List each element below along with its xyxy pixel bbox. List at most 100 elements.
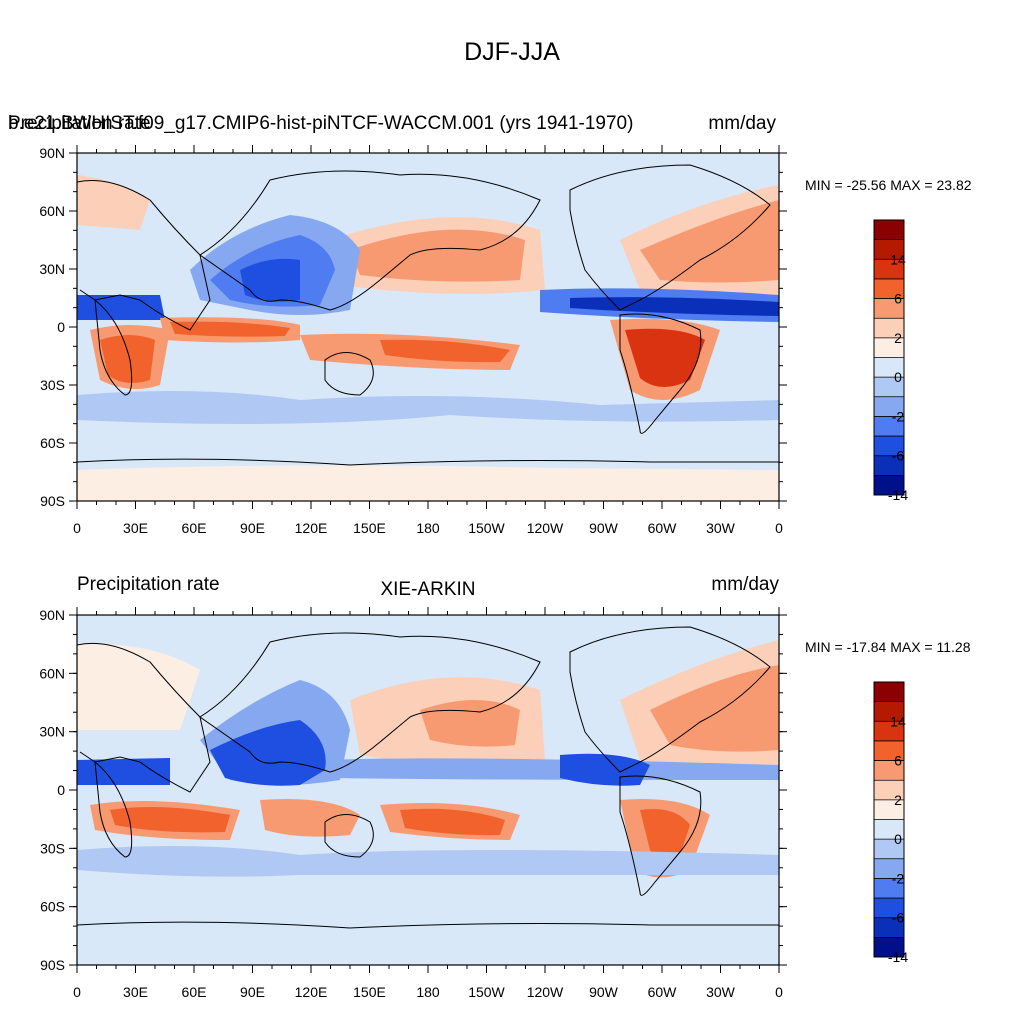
x-tick-label: 180 <box>416 984 440 1000</box>
x-tick-label: 150W <box>468 984 505 1000</box>
x-tick-label: 180 <box>416 520 440 536</box>
y-tick-labels: 90N 60N 30N 0 30S 60S 90S <box>39 607 65 973</box>
y-tick-label: 90N <box>39 607 65 623</box>
colorbar-swatch <box>874 455 904 476</box>
y-tick-label: 60N <box>39 203 65 219</box>
colorbar-tick-label: -6 <box>892 448 905 464</box>
x-tick-label: 90E <box>240 984 265 1000</box>
colorbar-tick-label: 2 <box>894 792 902 808</box>
y-tick-label: 60S <box>40 899 65 915</box>
axis-ticks <box>69 607 787 973</box>
colorbar-swatch <box>874 318 904 339</box>
colorbar-swatch <box>874 396 904 417</box>
colorbar-swatch <box>874 416 904 437</box>
x-tick-label: 90W <box>589 984 619 1000</box>
panel-center-title: XIE-ARKIN <box>380 579 476 600</box>
panel-left-title: Precipitation rate <box>77 574 220 595</box>
x-tick-label: 120E <box>295 984 328 1000</box>
x-tick-label: 60W <box>648 984 678 1000</box>
y-tick-label: 90S <box>40 493 65 509</box>
colorbar-swatch <box>874 259 904 280</box>
colorbar-swatch <box>874 239 904 260</box>
x-tick-label: 60W <box>648 520 678 536</box>
x-tick-label: 60E <box>182 984 207 1000</box>
x-tick-label: 60E <box>182 520 207 536</box>
x-tick-label: 150W <box>468 520 505 536</box>
x-tick-label: 120W <box>527 520 564 536</box>
colorbar: 14 6 2 0 -2 -6 -14 <box>873 681 908 965</box>
colorbar-swatch <box>874 799 904 820</box>
y-tick-label: 90N <box>39 145 65 161</box>
x-tick-label: 90E <box>240 520 265 536</box>
colorbar-swatch <box>874 839 904 860</box>
colorbar-swatch <box>874 298 904 319</box>
x-tick-label: 30E <box>123 984 148 1000</box>
colorbar-swatch <box>874 721 904 742</box>
x-tick-labels: 0 30E 60E 90E 120E 150E 180 150W 120W 90W 60W 30W 0 <box>73 520 783 536</box>
x-tick-label: 120W <box>527 984 564 1000</box>
y-tick-label: 0 <box>57 782 65 798</box>
colorbar-tick-label: 6 <box>894 753 902 769</box>
map-plot-obs: 90N 60N 30N 0 30S 60S 90S 0 30E 60E 90E 120E 150E 18… <box>39 607 787 1000</box>
panel-left-title: Precipitation rate <box>8 113 151 134</box>
colorbar-tick-label: 14 <box>890 251 906 267</box>
coastlines <box>77 626 779 929</box>
colorbar-swatch <box>874 377 904 398</box>
colorbar-swatch <box>874 819 904 840</box>
colorbar-tick-label: -14 <box>888 949 908 965</box>
y-tick-labels: 90N 60N 30N 0 30S 60S 90S <box>39 145 65 509</box>
colorbar-swatch <box>874 220 904 241</box>
colorbar-tick-label: 6 <box>894 291 902 307</box>
y-tick-label: 30S <box>40 377 65 393</box>
colorbar-tick-label: 0 <box>894 369 902 385</box>
colorbar-swatch <box>874 682 904 703</box>
colorbar-frame <box>873 219 905 496</box>
x-tick-label: 0 <box>775 984 783 1000</box>
colorbar-tick-label: 0 <box>894 831 902 847</box>
colorbar-swatch <box>874 436 904 457</box>
colorbar-tick-label: -6 <box>892 910 905 926</box>
x-tick-label: 0 <box>775 520 783 536</box>
colorbar-tick-label: -14 <box>888 487 908 503</box>
map-plot-model: 90N 60N 30N 0 30S 60S 90S 0 30E 60E 90E 120E 150E 18… <box>39 145 787 536</box>
panel-right-title: mm/day <box>711 574 779 595</box>
colorbar-swatch <box>874 898 904 919</box>
colorbar-swatch <box>874 278 904 300</box>
colorbar-tick-label: -2 <box>892 408 905 424</box>
y-tick-label: 30N <box>39 724 65 740</box>
coastlines <box>77 164 779 466</box>
x-tick-label: 0 <box>73 520 81 536</box>
colorbar-tick-label: 2 <box>894 330 902 346</box>
colorbar-swatch <box>874 337 904 358</box>
x-tick-label: 150E <box>353 984 386 1000</box>
axis-ticks <box>69 145 787 509</box>
y-tick-label: 30S <box>40 840 65 856</box>
colorbar-tick-label: 14 <box>890 713 906 729</box>
x-tick-label: 0 <box>73 984 81 1000</box>
min-max-label: MIN = -17.84 MAX = 11.28 <box>805 639 971 655</box>
colorbar-swatch <box>874 760 904 781</box>
y-tick-label: 60N <box>39 665 65 681</box>
x-tick-label: 90W <box>589 520 619 536</box>
precip-field <box>77 153 779 501</box>
x-tick-label: 150E <box>353 520 386 536</box>
min-max-label: MIN = -25.56 MAX = 23.82 <box>805 177 972 193</box>
colorbar-frame <box>873 681 905 958</box>
precip-field <box>77 615 779 965</box>
panel-center-title: b.e21.BWHIST.f09_g17.CMIP6-hist-piNTCF-W… <box>8 113 634 134</box>
x-tick-label: 30W <box>706 520 736 536</box>
colorbar-swatch <box>874 858 904 879</box>
x-tick-labels: 0 30E 60E 90E 120E 150E 180 150W 120W 90W 60W 30W 0 <box>73 984 783 1000</box>
colorbar-swatch <box>874 357 904 378</box>
x-tick-label: 30E <box>123 520 148 536</box>
x-tick-label: 30W <box>706 984 736 1000</box>
colorbar-swatch <box>874 701 904 722</box>
colorbar: 14 6 2 0 -2 -6 -14 <box>873 219 908 503</box>
y-tick-label: 60S <box>40 435 65 451</box>
colorbar-swatch <box>874 475 904 496</box>
y-tick-label: 0 <box>57 319 65 335</box>
colorbar-tick-label: -2 <box>892 870 905 886</box>
y-tick-label: 30N <box>39 261 65 277</box>
colorbar-swatch <box>874 917 904 938</box>
colorbar-swatch <box>874 878 904 899</box>
